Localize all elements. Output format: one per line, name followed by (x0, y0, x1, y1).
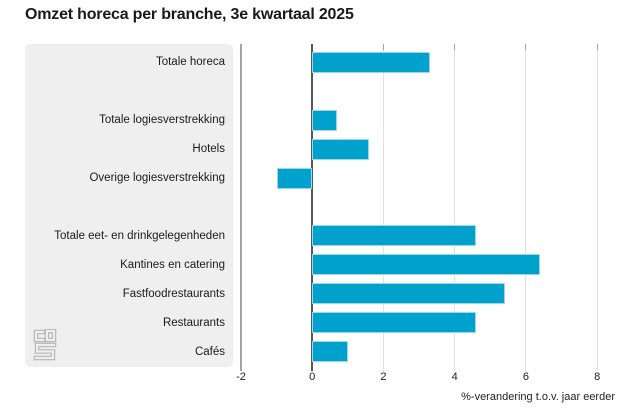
gridline-segment (311, 44, 314, 366)
chart-title: Omzet horeca per branche, 3e kwartaal 20… (25, 6, 354, 23)
bar-totale-eet-en-drinkgelegenheden (312, 225, 477, 247)
gridline-segment (382, 44, 384, 366)
x-tick-label--2: -2 (236, 371, 246, 383)
category-label-caf-s: Cafés (194, 345, 225, 358)
bar-fastfoodrestaurants (312, 283, 505, 305)
x-tick-label-4: 4 (451, 371, 458, 383)
category-label-totale-eet-en-drinkgelegenheden: Totale eet- en drinkgelegenheden (54, 229, 225, 242)
gridline-segment (454, 44, 456, 366)
category-label-fastfoodrestaurants: Fastfoodrestaurants (122, 287, 225, 300)
x-tick-label-2: 2 (380, 371, 387, 383)
axis-tick-top (382, 44, 384, 50)
gridline-segment (596, 44, 598, 366)
x-tick-label-6: 6 (522, 371, 529, 383)
axis-tick-top (525, 44, 527, 50)
category-label-totale-logiesverstrekking: Totale logiesverstrekking (99, 114, 225, 127)
bar-overige-logiesverstrekking (276, 167, 313, 189)
cbs-logo (33, 329, 57, 361)
bar-kantines-en-catering (312, 254, 541, 276)
axis-tick-bottom (382, 366, 384, 371)
x-tick-label-0: 0 (309, 371, 316, 383)
category-labels-panel: Totale horeca Totale logiesverstrekking Ho… (25, 44, 233, 367)
axis-tick-top (454, 44, 456, 50)
axis-tick-top (596, 44, 598, 50)
plot-area (240, 44, 615, 371)
axis-tick-bottom (525, 366, 527, 371)
category-label-restaurants: Restaurants (162, 316, 225, 329)
bar-caf-s (312, 341, 348, 363)
x-axis-title: %-verandering t.o.v. jaar eerder (461, 391, 615, 403)
axis-tick-bottom (596, 366, 598, 371)
axis-tick-bottom (454, 366, 456, 371)
bar-restaurants (312, 312, 477, 334)
gridline-segment (240, 44, 242, 366)
bar-totale-logiesverstrekking (312, 109, 338, 131)
category-label-kantines-en-catering: Kantines en catering (120, 258, 225, 271)
bar-hotels (312, 138, 370, 160)
category-label-hotels: Hotels (192, 143, 225, 156)
category-label-totale-horeca: Totale horeca (155, 56, 225, 69)
x-tick-label-8: 8 (594, 371, 601, 383)
axis-tick-bottom (240, 366, 242, 371)
bar-totale-horeca (312, 51, 430, 73)
gridline-segment (525, 44, 527, 366)
category-label-overige-logiesverstrekking: Overige logiesverstrekking (89, 172, 225, 185)
axis-tick-bottom (311, 366, 314, 371)
